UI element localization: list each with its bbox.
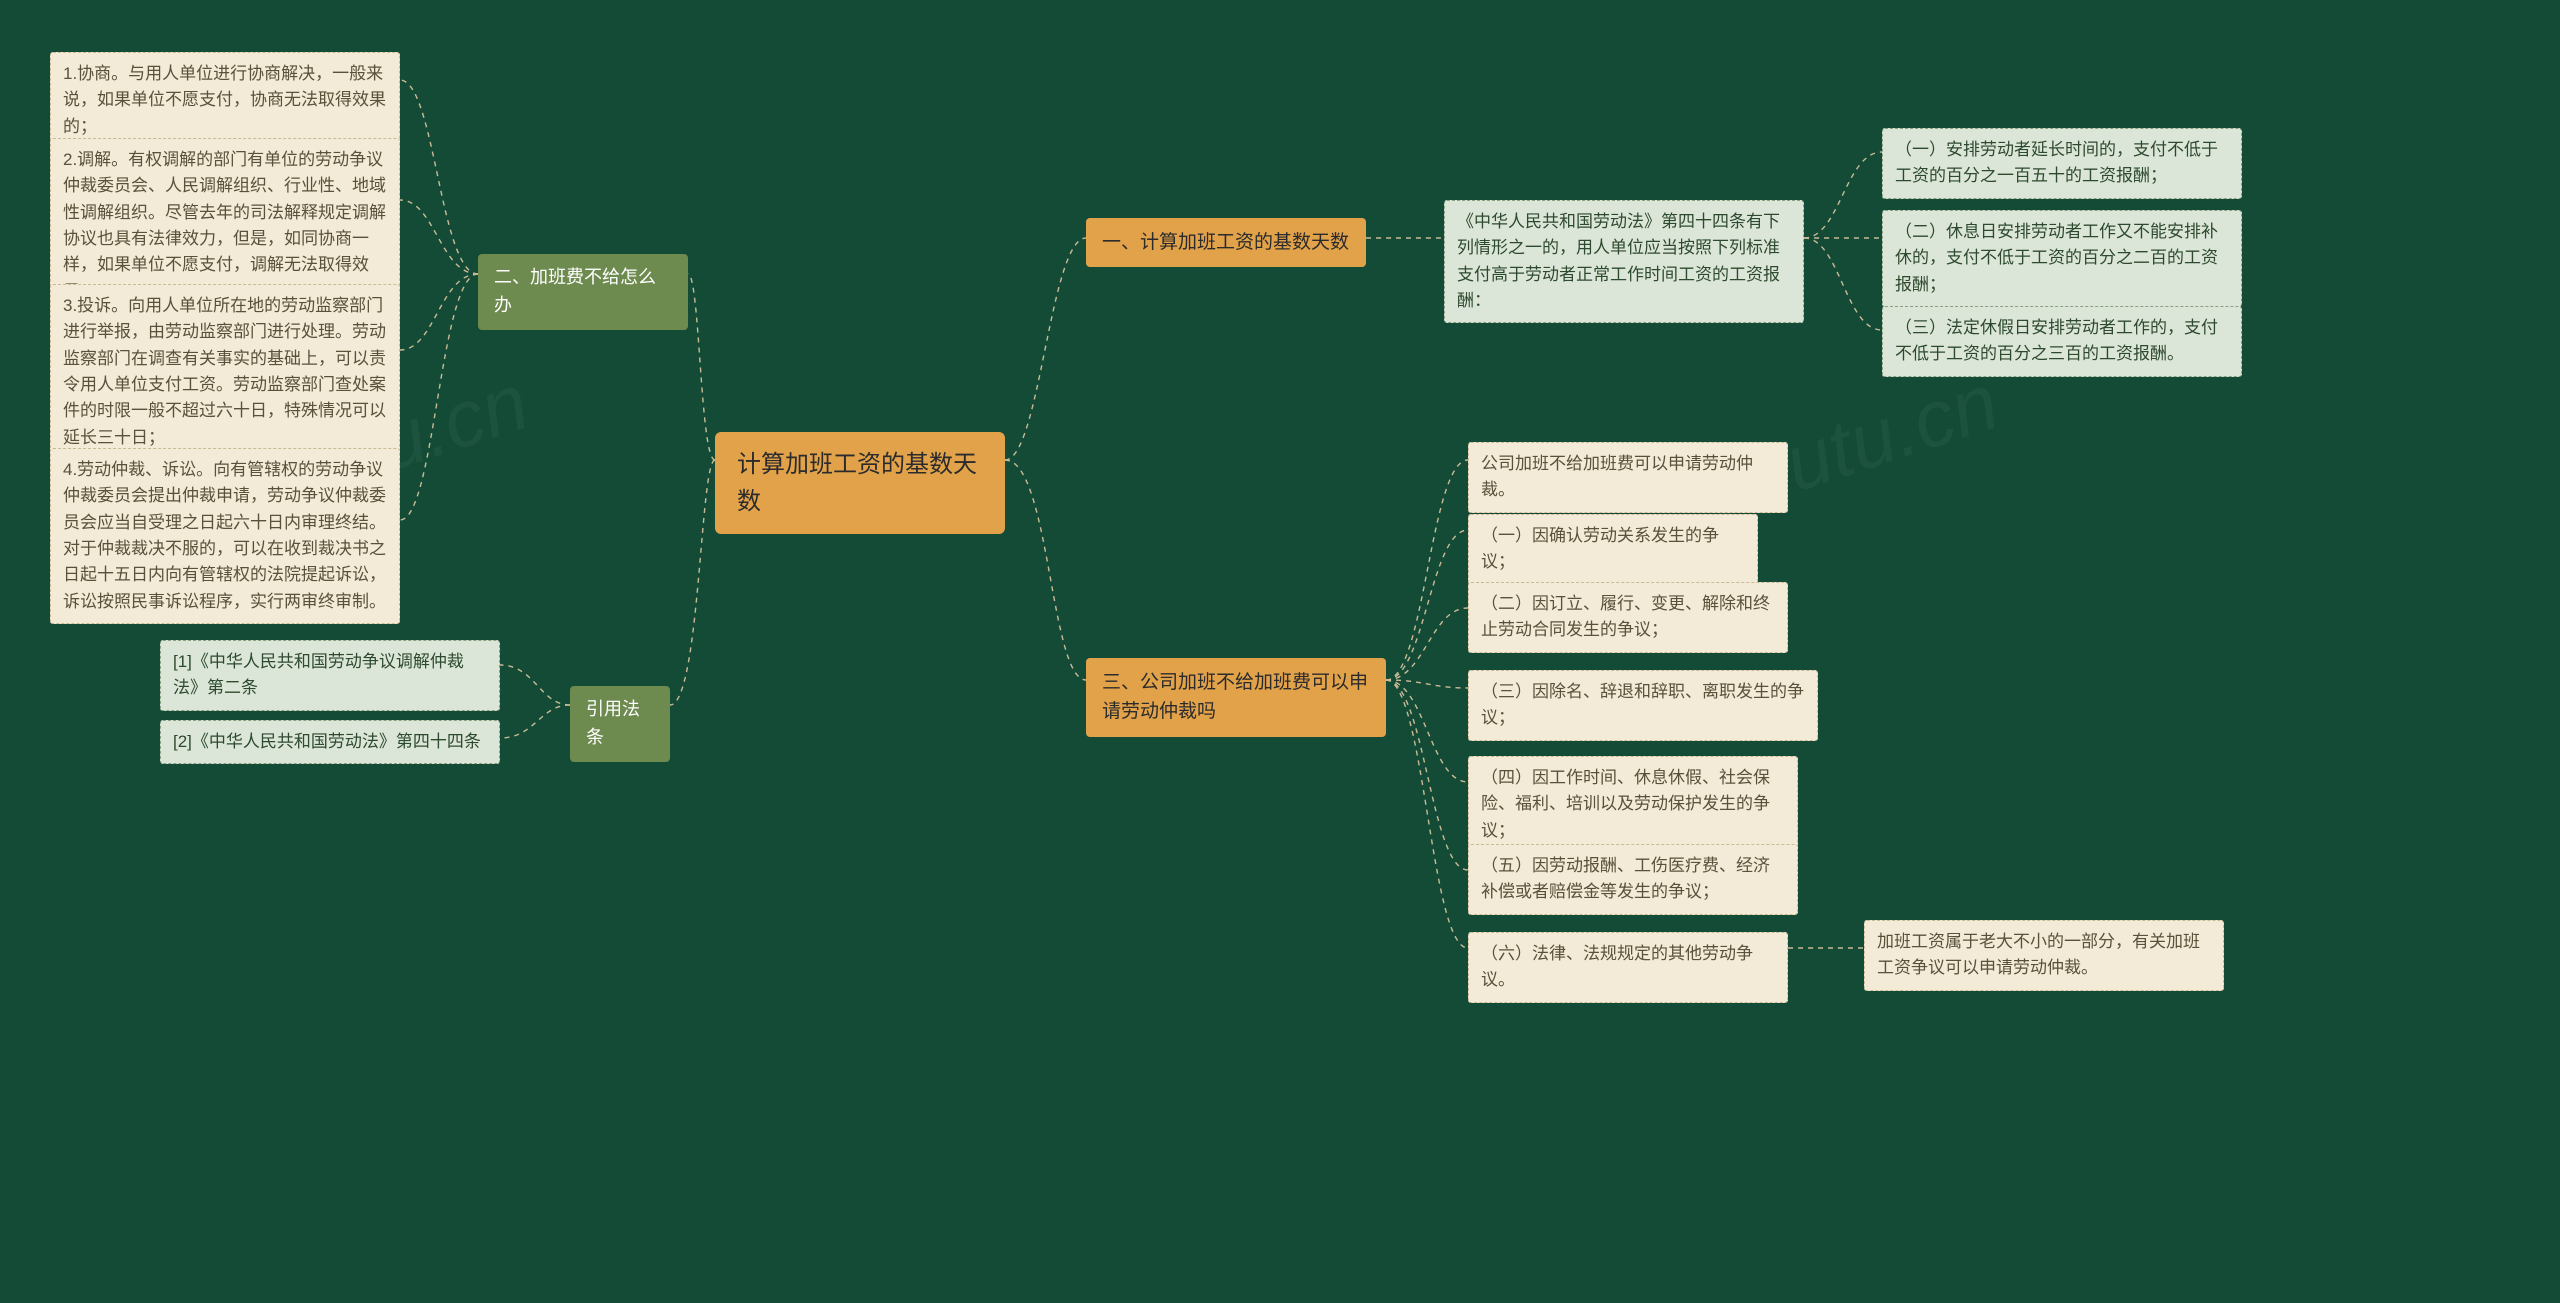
branch-3-leaf-6: （六）法律、法规规定的其他劳动争议。 — [1468, 932, 1788, 1003]
branch-1: 一、计算加班工资的基数天数 — [1086, 218, 1366, 267]
branch-3-leaf-6-child: 加班工资属于老大不小的一部分，有关加班工资争议可以申请劳动仲裁。 — [1864, 920, 2224, 991]
branch-1-leaf-2: （二）休息日安排劳动者工作又不能安排补休的，支付不低于工资的百分之二百的工资报酬… — [1882, 210, 2242, 307]
branch-2: 二、加班费不给怎么办 — [478, 254, 688, 330]
branch-2-leaf-4: 4.劳动仲裁、诉讼。向有管辖权的劳动争议仲裁委员会提出仲裁申请，劳动争议仲裁委员… — [50, 448, 400, 624]
branch-3-leaf-3: （三）因除名、辞退和辞职、离职发生的争议； — [1468, 670, 1818, 741]
branch-ref-leaf-1: [1]《中华人民共和国劳动争议调解仲裁法》第二条 — [160, 640, 500, 711]
mindmap-canvas: 计算加班工资的基数天数 一、计算加班工资的基数天数 《中华人民共和国劳动法》第四… — [210, 0, 2560, 1303]
branch-3-leaf-4: （四）因工作时间、休息休假、社会保险、福利、培训以及劳动保护发生的争议； — [1468, 756, 1798, 853]
root-node: 计算加班工资的基数天数 — [715, 432, 1005, 534]
branch-1-leaf-3: （三）法定休假日安排劳动者工作的，支付不低于工资的百分之三百的工资报酬。 — [1882, 306, 2242, 377]
branch-1-lawtext: 《中华人民共和国劳动法》第四十四条有下列情形之一的，用人单位应当按照下列标准支付… — [1444, 200, 1804, 323]
branch-3: 三、公司加班不给加班费可以申请劳动仲裁吗 — [1086, 658, 1386, 737]
branch-3-leaf-0: 公司加班不给加班费可以申请劳动仲裁。 — [1468, 442, 1788, 513]
branch-3-leaf-2: （二）因订立、履行、变更、解除和终止劳动合同发生的争议； — [1468, 582, 1788, 653]
branch-ref-leaf-2: [2]《中华人民共和国劳动法》第四十四条 — [160, 720, 500, 764]
branch-3-leaf-5: （五）因劳动报酬、工伤医疗费、经济补偿或者赔偿金等发生的争议； — [1468, 844, 1798, 915]
branch-ref: 引用法条 — [570, 686, 670, 762]
branch-1-leaf-1: （一）安排劳动者延长时间的，支付不低于工资的百分之一百五十的工资报酬； — [1882, 128, 2242, 199]
branch-2-leaf-1: 1.协商。与用人单位进行协商解决，一般来说，如果单位不愿支付，协商无法取得效果的… — [50, 52, 400, 149]
branch-3-leaf-1: （一）因确认劳动关系发生的争议； — [1468, 514, 1758, 585]
branch-2-leaf-3: 3.投诉。向用人单位所在地的劳动监察部门进行举报，由劳动监察部门进行处理。劳动监… — [50, 284, 400, 460]
